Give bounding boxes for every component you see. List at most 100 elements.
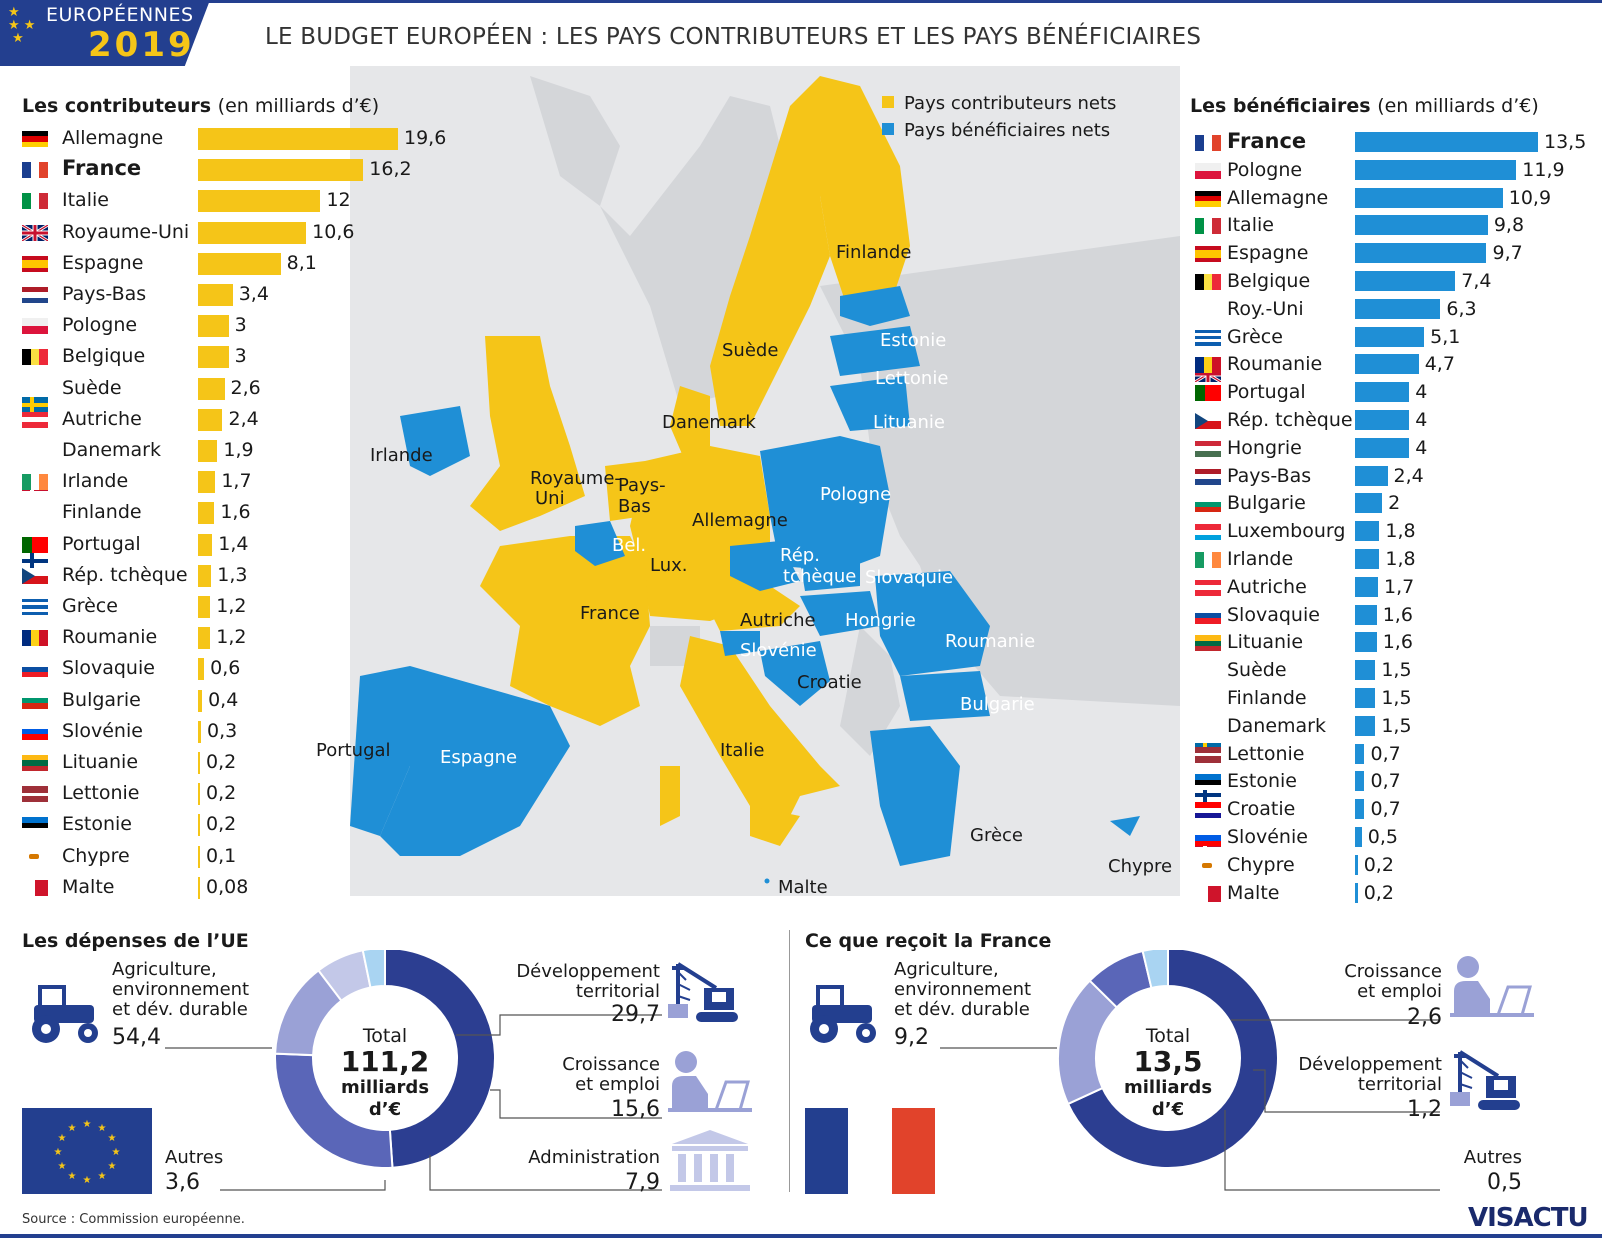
- flag-ee-icon: [1195, 774, 1221, 791]
- dep-crois-value: 15,6: [611, 1097, 660, 1122]
- bar-category-label: Italie: [62, 189, 109, 212]
- map-finlande: [820, 76, 910, 316]
- flag-it-icon: [22, 193, 48, 210]
- eu-flag-icon: ★ ★★★ ★★★★ ★★★★: [22, 1108, 152, 1194]
- bar-category-label: Roumanie: [1227, 353, 1323, 376]
- map-country-label: Allemagne: [692, 510, 788, 531]
- bar-value-label: 11,9: [1522, 158, 1565, 181]
- map-portugal: [350, 666, 410, 836]
- bar: [1355, 326, 1425, 347]
- flag-cy-icon: [1195, 857, 1221, 874]
- bar-value-label: 1,3: [217, 563, 248, 586]
- map-country-label: Slovénie: [740, 640, 817, 661]
- bar-value-label: 2,4: [1393, 464, 1424, 487]
- flag-pl-icon: [22, 318, 48, 335]
- bar-category-label: Rép. tchèque: [1227, 409, 1353, 431]
- bar-value-label: 1,5: [1381, 714, 1412, 737]
- bar-category-label: Autriche: [1227, 575, 1307, 598]
- map-country-label: Bel.: [612, 535, 646, 556]
- flag-cz-icon: [1195, 413, 1221, 429]
- bar-category-label: Lettonie: [1227, 742, 1305, 765]
- flag-es-icon: [1195, 246, 1221, 263]
- svg-text:★: ★: [58, 1133, 67, 1144]
- map-non-eu-balkans: [840, 626, 900, 756]
- bar-category-label: Allemagne: [1227, 186, 1329, 209]
- fr-agri-label-1: Agriculture,: [894, 959, 999, 980]
- bar-category-label: Rép. tchèque: [62, 563, 188, 586]
- dep-admin-leader: [429, 1155, 662, 1191]
- bar: [198, 190, 321, 213]
- bar: [198, 752, 201, 774]
- bar: [1355, 660, 1376, 681]
- fr-agri-label: Agriculture, environnement et dév. durab…: [894, 960, 1031, 1020]
- bar-value-label: 1,7: [1384, 575, 1415, 598]
- flag-bg-icon: [1195, 496, 1221, 513]
- flag-ie-icon: [1195, 552, 1221, 568]
- dep-agri-label-1: Agriculture,: [112, 959, 217, 980]
- flag-cz-icon: [22, 567, 48, 584]
- bar-value-label: 4,7: [1424, 353, 1455, 376]
- map-rep-tcheque: [730, 541, 800, 591]
- depenses-title: Les dépenses de l’UE: [22, 930, 249, 952]
- bar-category-label: Lituanie: [1227, 631, 1304, 654]
- bar: [1355, 632, 1377, 653]
- bar: [198, 845, 200, 868]
- map-pologne: [760, 436, 890, 571]
- bar: [198, 471, 216, 494]
- flag-at-icon: [22, 411, 48, 428]
- dep-crois-label: Croissance et emploi: [480, 1055, 660, 1095]
- bar: [198, 440, 218, 462]
- dep-donut: [274, 950, 496, 1169]
- donut-slice: [384, 950, 496, 1169]
- bar-value-label: 0,7: [1370, 770, 1401, 793]
- dep-admin-value: 7,9: [625, 1170, 660, 1195]
- contrib-title-text: Les contributeurs: [22, 95, 212, 117]
- map-country-label: Suède: [722, 340, 778, 361]
- map-espagne: [380, 666, 570, 856]
- flag-ie-icon: [22, 474, 48, 491]
- bar-category-label: Slovaquie: [1227, 603, 1320, 626]
- svg-text:★: ★: [83, 1175, 92, 1186]
- bar-category-label: Slovénie: [62, 719, 143, 742]
- bar-value-label: 0,7: [1370, 742, 1401, 765]
- bar-category-label: Chypre: [62, 844, 130, 867]
- bar-category-label: Grèce: [1227, 325, 1283, 348]
- flag-sk-icon: [22, 661, 48, 678]
- bar-value-label: 2: [1388, 492, 1401, 515]
- map-country-label: Croatie: [797, 672, 862, 693]
- map-country-label: Irlande: [370, 445, 433, 466]
- bar: [1355, 298, 1441, 319]
- bar-value-label: 2,6: [230, 376, 261, 399]
- map-danemark: [670, 386, 710, 461]
- benef-title: Les bénéficiaires (en milliards d’€): [1190, 95, 1539, 117]
- map-country-label: Danemark: [662, 412, 756, 433]
- map-country-label: Pays-: [618, 475, 666, 496]
- bar-category-label: Finlande: [62, 501, 142, 524]
- map-bulgarie: [900, 671, 990, 721]
- bar: [198, 346, 229, 369]
- bar-category-label: Bulgarie: [62, 688, 141, 711]
- bar: [198, 128, 398, 150]
- fr-dev-label-2: territorial: [1357, 1074, 1442, 1095]
- page-title: LE BUDGET EUROPÉEN : LES PAYS CONTRIBUTE…: [265, 24, 1202, 50]
- bar-category-label: Chypre: [1227, 853, 1295, 876]
- bar-value-label: 9,7: [1492, 242, 1523, 265]
- map-country-label: Estonie: [880, 330, 946, 351]
- dep-total-unit-2: d’€: [368, 1099, 402, 1120]
- bar-value-label: 7,4: [1461, 270, 1492, 292]
- bar-value-label: 0,08: [206, 875, 249, 898]
- bar-category-label: Luxembourg: [1227, 520, 1346, 543]
- svg-text:★: ★: [54, 1147, 63, 1158]
- bar-category-label: Roumanie: [62, 626, 158, 649]
- bar-value-label: 4: [1415, 381, 1428, 404]
- bar: [1355, 576, 1379, 597]
- fr-total-unit-2: d’€: [1151, 1099, 1185, 1120]
- bar: [1355, 743, 1365, 764]
- dep-total-label: Total: [362, 1025, 408, 1047]
- bar-value-label: 10,6: [312, 220, 355, 243]
- flag-sk-icon: [1195, 607, 1221, 624]
- bar: [1355, 437, 1410, 458]
- bar: [1355, 688, 1376, 708]
- map-italie: [680, 636, 840, 836]
- badge-label: EUROPÉENNES: [46, 4, 194, 26]
